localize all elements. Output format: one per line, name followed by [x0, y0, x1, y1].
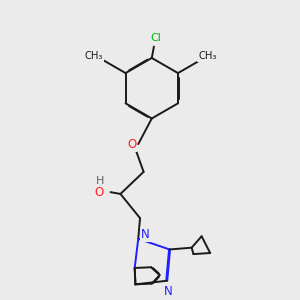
Text: CH₃: CH₃ — [85, 51, 103, 61]
Text: N: N — [141, 228, 150, 241]
Text: N: N — [164, 285, 173, 298]
Text: Cl: Cl — [151, 33, 161, 43]
Text: H: H — [96, 176, 104, 187]
Text: CH₃: CH₃ — [198, 51, 217, 61]
Text: O: O — [94, 186, 104, 199]
Text: O: O — [127, 138, 136, 151]
